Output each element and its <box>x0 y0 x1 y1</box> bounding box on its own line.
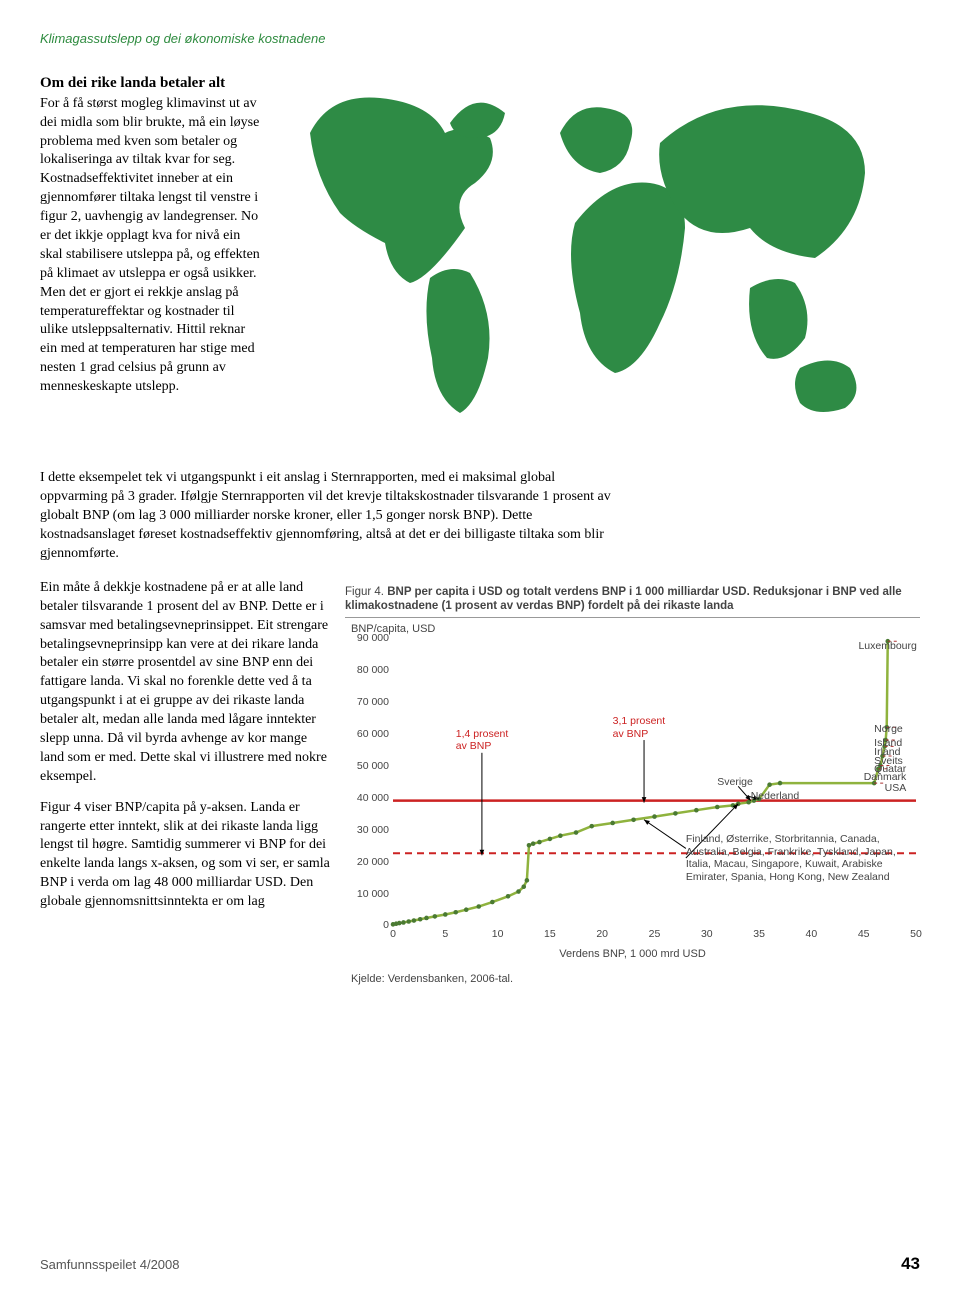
y-tick-label: 80 000 <box>357 663 393 677</box>
chart-annotation: Finland, Østerrike, Storbritannia, Canad… <box>686 833 921 883</box>
x-tick-label: 5 <box>442 925 448 941</box>
y-tick-label: 70 000 <box>357 695 393 709</box>
page-number: 43 <box>901 1253 920 1276</box>
chart-annotation: 1,4 prosentav BNP <box>456 728 509 753</box>
chart-annotation: Norge <box>874 723 903 736</box>
x-tick-label: 20 <box>596 925 608 941</box>
running-header: Klimagassutslepp og dei økonomiske kostn… <box>40 30 920 48</box>
section-title: Om dei rike landa betaler alt <box>40 73 260 93</box>
chart-annotation: 3,1 prosentav BNP <box>613 715 666 740</box>
chart-source: Kjelde: Verdensbanken, 2006-tal. <box>351 972 920 987</box>
body-para-3: Ein måte å dekkje kostnadene på er at al… <box>40 579 330 787</box>
chart-caption-text: BNP per capita i USD og totalt verdens B… <box>345 586 902 612</box>
x-tick-label: 30 <box>701 925 713 941</box>
chart-annotation: Nederland <box>751 790 799 803</box>
footer-source: Samfunnsspeilet 4/2008 <box>40 1256 179 1274</box>
figure-4: Figur 4. BNP per capita i USD og totalt … <box>345 585 920 987</box>
y-tick-label: 60 000 <box>357 727 393 741</box>
x-tick-label: 35 <box>753 925 765 941</box>
x-tick-label: 50 <box>910 925 922 941</box>
body-para-4: Figur 4 viser BNP/capita på y-aksen. Lan… <box>40 799 330 912</box>
chart-x-label: Verdens BNP, 1 000 mrd USD <box>345 947 920 962</box>
page-footer: Samfunnsspeilet 4/2008 43 <box>40 1253 920 1276</box>
chart-plot: 0 10 000 20 000 30 000 40 000 50 000 60 000 70 … <box>345 638 920 943</box>
chart-annotation: USA <box>885 782 907 795</box>
chart-y-label: BNP/capita, USD <box>351 622 920 637</box>
x-tick-label: 0 <box>390 925 396 941</box>
x-tick-label: 15 <box>544 925 556 941</box>
x-tick-label: 25 <box>649 925 661 941</box>
x-tick-label: 45 <box>858 925 870 941</box>
chart-fig-num: Figur 4. <box>345 586 384 598</box>
y-tick-label: 50 000 <box>357 759 393 773</box>
y-tick-label: 10 000 <box>357 887 393 901</box>
body-para-1: For å få størst mogleg klimavinst ut av … <box>40 95 260 397</box>
y-tick-label: 40 000 <box>357 791 393 805</box>
x-tick-label: 10 <box>492 925 504 941</box>
chart-annotation: Luxembourg <box>858 640 916 653</box>
y-tick-label: 30 000 <box>357 823 393 837</box>
body-para-2: I dette eksempelet tek vi utgangspunkt i… <box>40 469 620 563</box>
chart-annotation: Sverige <box>717 776 753 789</box>
x-tick-label: 40 <box>806 925 818 941</box>
y-tick-label: 20 000 <box>357 855 393 869</box>
chart-caption: Figur 4. BNP per capita i USD og totalt … <box>345 585 920 618</box>
y-tick-label: 90 000 <box>357 631 393 645</box>
world-map <box>280 73 920 460</box>
